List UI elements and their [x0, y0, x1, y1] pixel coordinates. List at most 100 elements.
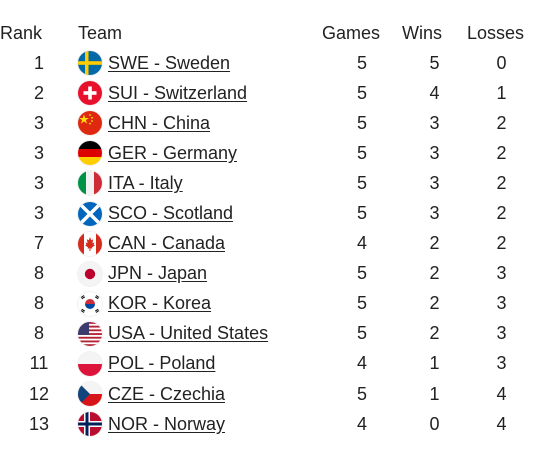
wins-cell: 2: [429, 233, 440, 254]
standings-table: Rank Team Games Wins Losses 1 SWE - Swede…: [0, 18, 536, 439]
czechia-flag-icon: [78, 382, 102, 407]
games-cell: 5: [356, 172, 367, 193]
rank-cell: 8: [33, 293, 44, 314]
team-link[interactable]: SUI - Switzerland: [108, 82, 248, 103]
games-cell: 5: [356, 112, 367, 133]
rank-cell: 12: [28, 383, 50, 404]
losses-cell: 3: [496, 293, 507, 314]
table-row: 3 SCO - Scotland 5 3 2: [0, 198, 536, 228]
games-cell: 4: [356, 233, 367, 254]
games-cell: 5: [356, 293, 367, 314]
header-row: Rank Team Games Wins Losses: [0, 18, 536, 48]
team-cell: GER - Germany: [78, 138, 322, 168]
losses-header: Losses: [467, 22, 525, 43]
losses-cell: 2: [496, 172, 507, 193]
team-cell: SWE - Sweden: [78, 48, 322, 78]
wins-cell: 4: [429, 82, 440, 103]
team-link[interactable]: CHN - China: [108, 112, 211, 133]
rank-cell: 11: [29, 353, 49, 374]
usa-flag-icon: [78, 321, 102, 346]
table-row: 8 USA - United States 5 2 3: [0, 319, 536, 349]
rank-cell: 8: [33, 263, 44, 284]
team-link[interactable]: POL - Poland: [108, 353, 216, 374]
wins-cell: 2: [429, 293, 440, 314]
games-cell: 5: [356, 142, 367, 163]
team-cell: SUI - Switzerland: [78, 78, 322, 108]
team-link[interactable]: KOR - Korea: [108, 293, 212, 314]
games-cell: 5: [356, 52, 367, 73]
games-cell: 4: [356, 353, 367, 374]
japan-flag-icon: [78, 261, 102, 286]
team-cell: ITA - Italy: [78, 168, 322, 198]
team-link[interactable]: SWE - Sweden: [108, 52, 231, 73]
losses-cell: 4: [496, 413, 507, 434]
rank-cell: 3: [33, 172, 44, 193]
games-cell: 5: [356, 323, 367, 344]
rank-cell: 8: [33, 323, 44, 344]
team-link[interactable]: CZE - Czechia: [108, 383, 226, 404]
losses-cell: 1: [496, 82, 507, 103]
wins-cell: 3: [429, 112, 440, 133]
team-cell: POL - Poland: [78, 349, 322, 379]
wins-cell: 1: [429, 383, 440, 404]
canada-flag-icon: [78, 231, 102, 256]
games-cell: 5: [356, 82, 367, 103]
losses-cell: 2: [496, 142, 507, 163]
italy-flag-icon: [78, 171, 102, 196]
rank-cell: 1: [33, 52, 44, 73]
team-link[interactable]: USA - United States: [108, 323, 269, 344]
games-cell: 4: [356, 413, 367, 434]
norway-flag-icon: [78, 412, 102, 437]
table-row: 2 SUI - Switzerland 5 4 1: [0, 78, 536, 108]
rank-cell: 3: [33, 203, 44, 224]
team-link[interactable]: CAN - Canada: [108, 233, 226, 254]
wins-cell: 3: [429, 203, 440, 224]
wins-cell: 2: [429, 323, 440, 344]
games-cell: 5: [356, 263, 367, 284]
rank-cell: 2: [33, 82, 44, 103]
team-cell: USA - United States: [78, 319, 322, 349]
wins-cell: 5: [429, 52, 440, 73]
team-cell: CZE - Czechia: [78, 379, 322, 409]
losses-cell: 2: [496, 112, 507, 133]
team-link[interactable]: GER - Germany: [108, 142, 238, 163]
team-cell: CAN - Canada: [78, 229, 322, 259]
table-row: 7 CAN - Canada 4 2 2: [0, 229, 536, 259]
table-row: 3 CHN - China 5 3 2: [0, 108, 536, 138]
rank-header: Rank: [0, 22, 43, 43]
wins-cell: 2: [429, 263, 440, 284]
wins-cell: 1: [429, 353, 440, 374]
table-row: 12 CZE - Czechia 5 1 4: [0, 379, 536, 409]
sweden-flag-icon: [78, 51, 102, 76]
losses-cell: 3: [496, 263, 507, 284]
wins-cell: 3: [429, 172, 440, 193]
table-row: 3 ITA - Italy 5 3 2: [0, 168, 536, 198]
poland-flag-icon: [78, 351, 102, 376]
table-row: 8 KOR - Korea 5 2 3: [0, 289, 536, 319]
losses-cell: 0: [496, 52, 507, 73]
china-flag-icon: [78, 111, 102, 136]
wins-header: Wins: [402, 22, 442, 43]
switzerland-flag-icon: [78, 81, 102, 106]
table-row: 8 JPN - Japan 5 2 3: [0, 259, 536, 289]
losses-cell: 3: [496, 323, 507, 344]
games-cell: 5: [356, 383, 367, 404]
team-link[interactable]: JPN - Japan: [108, 263, 208, 284]
scotland-flag-icon: [78, 201, 102, 226]
losses-cell: 4: [496, 383, 507, 404]
rank-cell: 3: [33, 112, 44, 133]
rank-cell: 7: [33, 233, 44, 254]
team-header: Team: [78, 22, 123, 43]
team-cell: JPN - Japan: [78, 259, 322, 289]
table-row: 3 GER - Germany 5 3 2: [0, 138, 536, 168]
losses-cell: 3: [496, 353, 507, 374]
germany-flag-icon: [78, 141, 102, 166]
team-cell: SCO - Scotland: [78, 198, 322, 228]
korea-flag-icon: [78, 291, 102, 316]
losses-cell: 2: [496, 203, 507, 224]
table-row: 11 POL - Poland 4 1 3: [0, 349, 536, 379]
table-row: 13 NOR - Norway 4 0 4: [0, 409, 536, 439]
team-link[interactable]: NOR - Norway: [108, 413, 226, 434]
team-link[interactable]: ITA - Italy: [108, 172, 183, 193]
team-link[interactable]: SCO - Scotland: [108, 203, 234, 224]
